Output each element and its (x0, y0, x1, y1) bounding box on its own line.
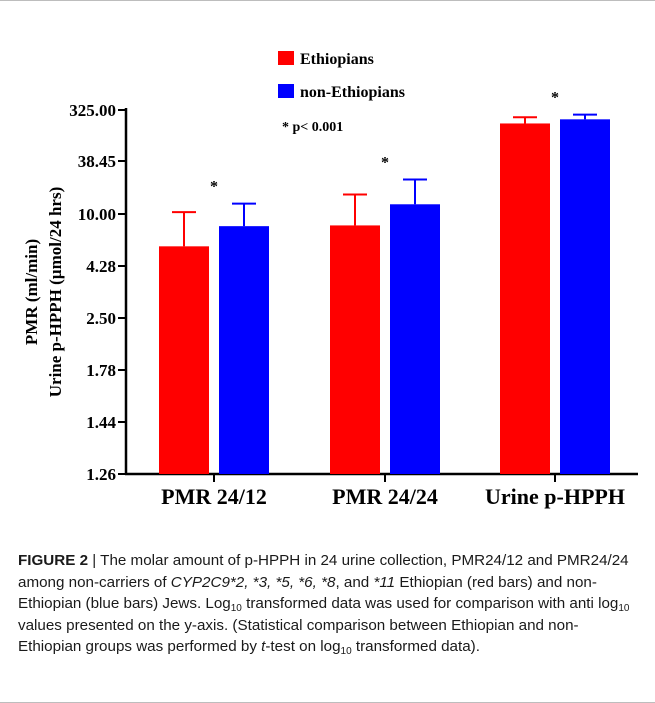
legend: Ethiopians non-Ethiopians * p< 0.001 (278, 51, 405, 135)
legend-swatch-non-ethiopians (278, 84, 294, 98)
figure-label: FIGURE 2 (18, 552, 89, 569)
caption-gene-alleles: CYP2C9*2, *3, *5, *6, *8 (170, 573, 336, 591)
bar-ethiopians (330, 225, 380, 474)
x-category-label: PMR 24/24 (332, 484, 438, 509)
bar-non-ethiopians (390, 204, 440, 475)
bar-ethiopians (159, 246, 209, 474)
significance-marker: * (551, 90, 559, 107)
caption-text-1: The molar amount of p-HPPH in 24 urine c… (18, 552, 629, 591)
caption-text-5: values presented on the y-axis. (Statist… (18, 616, 579, 656)
axes (124, 108, 638, 482)
caption-sub-10-b: 10 (618, 603, 630, 614)
legend-swatch-ethiopians (278, 51, 294, 65)
y-tick-label: 2.50 (86, 309, 116, 328)
bars: * * * (159, 90, 610, 475)
y-tick-label: 38.45 (78, 152, 116, 171)
x-tick-labels: PMR 24/12 PMR 24/24 Urine p-HPPH (161, 484, 625, 509)
y-tick-label: 1.78 (86, 361, 116, 380)
caption-sub-10-c: 10 (340, 646, 352, 657)
legend-label: non-Ethiopians (300, 84, 405, 101)
bar-ethiopians (500, 123, 550, 474)
y-tick-label: 325.00 (69, 101, 116, 120)
y-axis-label: PMR (ml/min) Urine p-HPPH (µmol/24 hrs) (22, 187, 65, 397)
y-tick-label: 1.26 (86, 465, 116, 484)
significance-marker: * (210, 179, 218, 196)
legend-label: Ethiopians (300, 51, 374, 68)
caption-sub-10-a: 10 (230, 603, 242, 614)
y-tick-label: 1.44 (86, 413, 116, 432)
figure-caption: FIGURE 2 | The molar amount of p-HPPH in… (18, 550, 638, 658)
caption-separator: | (88, 552, 101, 569)
y-axis-label-line-1: PMR (ml/min) (22, 239, 41, 345)
y-tick-label: 10.00 (78, 205, 116, 224)
y-ticks: 1.26 1.44 1.78 2.50 4.28 10.00 38.45 325.00 (69, 101, 126, 484)
y-tick-label: 4.28 (86, 257, 116, 276)
bar-non-ethiopians (560, 119, 610, 474)
x-category-label: Urine p-HPPH (485, 484, 625, 509)
significance-marker: * (381, 155, 389, 172)
bar-non-ethiopians (219, 226, 269, 474)
y-axis-label-line-2: Urine p-HPPH (µmol/24 hrs) (46, 187, 65, 397)
caption-text-2: , and (335, 573, 374, 591)
caption-text-7: transformed data). (351, 638, 480, 655)
caption-allele-11: *11 (373, 573, 396, 591)
caption-text-6: -test on log (265, 638, 341, 655)
legend-note: * p< 0.001 (282, 120, 343, 135)
x-category-label: PMR 24/12 (161, 484, 267, 509)
caption-text-4: transformed data was used for comparison… (241, 595, 619, 612)
caption-text-3: Ethiopian (red bars) and non-Ethiopian (… (18, 573, 597, 613)
caption-t-italic: t (261, 638, 266, 655)
bar-chart: PMR (ml/min) Urine p-HPPH (µmol/24 hrs) 1… (22, 51, 638, 509)
